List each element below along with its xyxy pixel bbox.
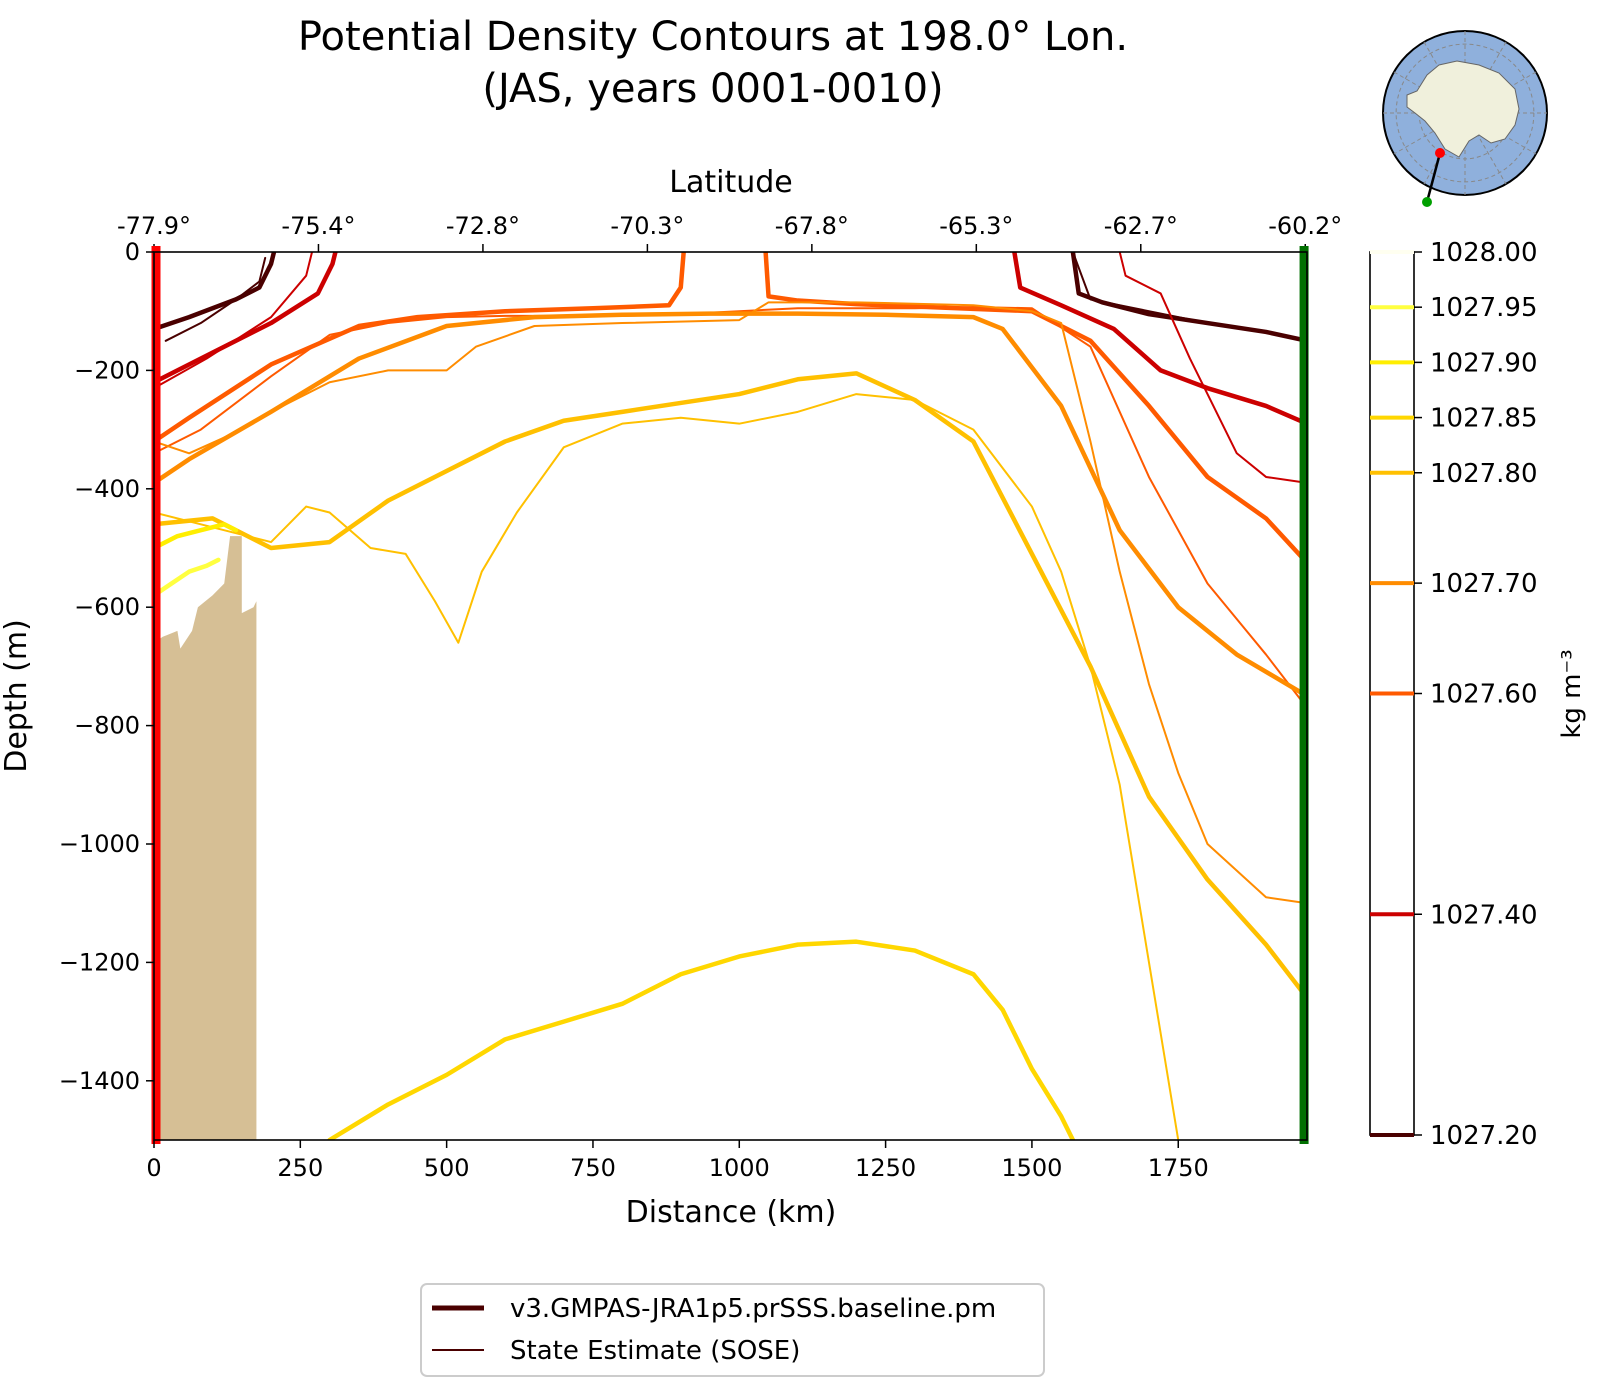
contour-model-1027.6-8: [154, 252, 686, 444]
legend-label-0: v3.GMPAS-JRA1p5.prSSS.baseline.pm: [510, 1294, 996, 1324]
contour-sose-1027.7-12: [154, 301, 1307, 905]
inset-transect-end-marker: [1422, 197, 1432, 207]
contour-series-layer: [154, 252, 1307, 1140]
lat-tick-label-3: -70.3°: [610, 212, 684, 240]
contour-model-1027.7-11: [154, 311, 1307, 699]
legend-items: v3.GMPAS-JRA1p5.prSSS.baseline.pm State E…: [432, 1294, 996, 1366]
plot-area: [151, 246, 1309, 1144]
x-tick-label-6: 1500: [1001, 1154, 1062, 1182]
colorbar-tick-label-5: 1027.70: [1430, 569, 1538, 599]
inset-antarctica-landmass: [1406, 60, 1520, 158]
colorbar-tick-label-3: 1027.85: [1430, 404, 1538, 434]
y-axis-label: Depth (m): [0, 619, 34, 773]
latitude-axis-label: Latitude: [669, 165, 792, 200]
contour-model-1027.85-15: [327, 939, 1076, 1140]
lat-tick-label-2: -72.8°: [446, 212, 520, 240]
y-tick-label-6: −1200: [59, 948, 140, 976]
x-tick-label-2: 500: [424, 1154, 470, 1182]
chart-title-line2: (JAS, years 0001-0010): [482, 66, 943, 112]
colorbar-tick-label-4: 1027.80: [1430, 459, 1538, 489]
lat-tick-label-6: -62.7°: [1104, 212, 1178, 240]
colorbar-ticks: 1028.00 1027.95 1027.90 1027.85 1027.80 1027.…: [1370, 238, 1538, 1151]
latitude-axis-ticks: -77.9° -75.4° -72.8° -70.3° -67.8° -65.3° -62.…: [117, 212, 1342, 252]
y-tick-label-7: −1400: [59, 1067, 140, 1095]
antarctica-locator-map: [1382, 30, 1548, 207]
lat-tick-label-5: -65.3°: [939, 212, 1013, 240]
inset-transect-line: [1425, 152, 1442, 203]
colorbar-tick-label-2: 1027.90: [1430, 348, 1538, 378]
plot-background: [154, 252, 1307, 1140]
contour-sose-1027.4-7: [1118, 252, 1307, 484]
y-tick-label-1: −200: [74, 356, 140, 384]
legend-label-1: State Estimate (SOSE): [510, 1336, 800, 1366]
x-tick-label-4: 1000: [709, 1154, 770, 1182]
contour-sose-1027.6-10: [154, 306, 1307, 709]
section-edge-lines: [151, 246, 1309, 1144]
lat-tick-label-0: -77.9°: [117, 212, 191, 240]
y-tick-label-5: −1000: [59, 830, 140, 858]
colorbar-tick-label-0: 1028.00: [1430, 238, 1538, 268]
chart-title-line1: Potential Density Contours at 198.0° Lon…: [298, 14, 1128, 60]
legend-frame: [420, 1283, 1045, 1377]
bathymetry-fill: [154, 536, 257, 1140]
colorbar: 1028.00 1027.95 1027.90 1027.85 1027.80 1027.…: [1369, 238, 1587, 1151]
bathymetry-layer: [154, 536, 257, 1140]
legend: v3.GMPAS-JRA1p5.prSSS.baseline.pm State E…: [420, 1283, 1045, 1377]
distance-axis-ticks: 0 250 500 750 1000 1250 1500 1750: [146, 1140, 1209, 1182]
colorbar-label: kg m⁻³: [1557, 649, 1587, 738]
lat-tick-label-4: -67.8°: [775, 212, 849, 240]
contour-model-1027.2-0: [154, 252, 277, 332]
x-tick-label-0: 0: [146, 1154, 161, 1182]
lat-tick-label-1: -75.4°: [281, 212, 355, 240]
x-tick-label-7: 1750: [1148, 1154, 1209, 1182]
lat-tick-label-7: -60.2°: [1268, 212, 1342, 240]
colorbar-tick-label-8: 1027.20: [1430, 1121, 1538, 1151]
inset-graticule-meridian-1: [1393, 71, 1537, 155]
x-tick-label-3: 750: [570, 1154, 616, 1182]
y-tick-label-3: −600: [74, 593, 140, 621]
x-tick-label-5: 1250: [855, 1154, 916, 1182]
contour-sose-1027.4-6: [154, 252, 314, 390]
contour-model-1027.95-17: [154, 557, 221, 598]
plot-frame: [153, 251, 1308, 1141]
contour-sose-1027.2-3: [1071, 252, 1307, 342]
inset-graticule-meridian-2: [1423, 41, 1507, 185]
contour-sose-1027.8-14: [154, 393, 1180, 1140]
depth-axis-ticks: 0 −200 −400 −600 −800 −1000 −1200 −1400: [59, 238, 154, 1095]
contour-model-1027.4-4: [154, 252, 338, 385]
y-tick-label-0: 0: [125, 238, 140, 266]
x-axis-label: Distance (km): [626, 1195, 837, 1230]
contour-model-1027.4-5: [1012, 252, 1307, 426]
colorbar-tick-label-1: 1027.95: [1430, 293, 1538, 323]
x-tick-label-1: 250: [277, 1154, 323, 1182]
y-tick-label-4: −800: [74, 712, 140, 740]
contour-model-1027.9-16: [154, 522, 239, 551]
y-tick-label-2: −400: [74, 475, 140, 503]
inset-transect-start-marker: [1435, 148, 1445, 158]
contour-sose-1027.2-2: [164, 256, 267, 342]
contour-model-1027.6-9: [763, 252, 1307, 566]
colorbar-tick-label-7: 1027.40: [1430, 900, 1538, 930]
inset-graticule-meridian-5: [1393, 71, 1537, 155]
colorbar-tick-label-6: 1027.60: [1430, 680, 1538, 710]
